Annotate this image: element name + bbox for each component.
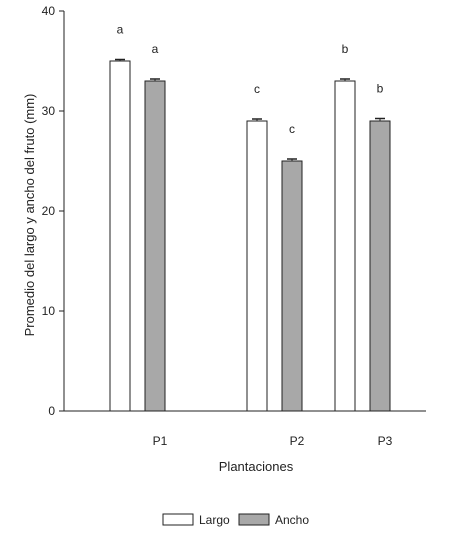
y-tick-label: 0 <box>48 404 55 418</box>
legend: Largo Ancho <box>162 513 309 527</box>
y-tick-label: 30 <box>42 104 56 118</box>
bar-ancho-p1 <box>144 80 166 412</box>
x-tick-label: P2 <box>290 434 305 448</box>
significance-label: c <box>254 82 260 96</box>
x-axis-title: Plantaciones <box>219 459 294 474</box>
y-tick-label: 40 <box>42 4 56 18</box>
x-tick-label: P1 <box>153 434 168 448</box>
legend-label-largo: Largo <box>199 513 230 527</box>
significance-label: c <box>289 122 295 136</box>
x-ticks: P1 P2 P3 <box>153 434 393 448</box>
plot-area: 0 10 20 30 40 a c b a c b P1 P2 P3 <box>42 4 426 448</box>
y-tick-label: 10 <box>42 304 56 318</box>
bar-largo-p3 <box>334 80 356 412</box>
legend-swatch-ancho <box>238 513 270 526</box>
y-axis-title: Promedio del largo y ancho del fruto (mm… <box>22 94 37 337</box>
significance-label: a <box>152 42 159 56</box>
bar-largo-p2 <box>246 120 268 412</box>
legend-swatch-largo <box>162 513 194 526</box>
bar-ancho-p2 <box>281 160 303 412</box>
significance-label: b <box>377 82 384 96</box>
significance-label: a <box>117 23 124 37</box>
legend-label-ancho: Ancho <box>275 513 309 527</box>
y-ticks: 0 10 20 30 40 <box>42 4 64 418</box>
bar-largo-p1 <box>109 60 131 412</box>
significance-label: b <box>342 42 349 56</box>
bars: a c b a c b <box>109 23 391 412</box>
y-tick-label: 20 <box>42 204 56 218</box>
bar-ancho-p3 <box>369 120 391 412</box>
x-tick-label: P3 <box>378 434 393 448</box>
